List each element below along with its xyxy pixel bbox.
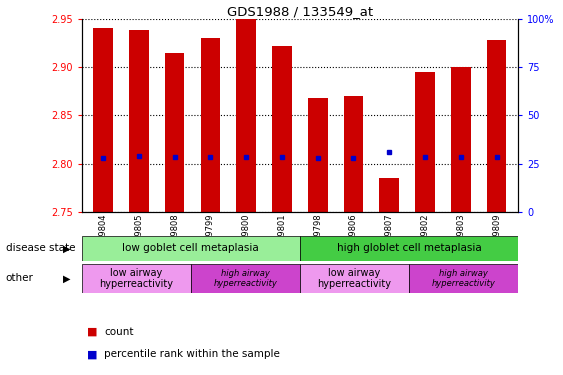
Bar xyxy=(82,264,191,292)
Bar xyxy=(200,38,220,212)
Text: low airway
hyperreactivity: low airway hyperreactivity xyxy=(318,268,391,289)
Text: ■: ■ xyxy=(87,327,98,337)
Bar xyxy=(165,53,185,212)
Bar xyxy=(451,67,471,212)
Bar xyxy=(129,30,149,212)
Text: ▶: ▶ xyxy=(62,243,70,254)
Text: high airway
hyperreactivity: high airway hyperreactivity xyxy=(213,269,277,288)
Text: high globlet cell metaplasia: high globlet cell metaplasia xyxy=(337,243,481,254)
Bar xyxy=(409,264,518,292)
Text: count: count xyxy=(104,327,133,337)
Bar xyxy=(300,264,409,292)
Text: low goblet cell metaplasia: low goblet cell metaplasia xyxy=(122,243,259,254)
Bar xyxy=(82,236,300,261)
Bar xyxy=(415,72,435,212)
Text: ■: ■ xyxy=(87,350,98,359)
Bar xyxy=(272,46,292,212)
Text: disease state: disease state xyxy=(6,243,75,254)
Bar xyxy=(300,236,518,261)
Text: percentile rank within the sample: percentile rank within the sample xyxy=(104,350,280,359)
Title: GDS1988 / 133549_at: GDS1988 / 133549_at xyxy=(227,4,373,18)
Text: ▶: ▶ xyxy=(62,273,70,284)
Bar xyxy=(379,178,399,212)
Bar xyxy=(236,19,256,212)
Bar xyxy=(486,40,506,212)
Bar xyxy=(191,264,300,292)
Text: high airway
hyperreactivity: high airway hyperreactivity xyxy=(431,269,495,288)
Bar xyxy=(93,28,113,212)
Text: low airway
hyperreactivity: low airway hyperreactivity xyxy=(99,268,173,289)
Bar xyxy=(308,98,328,212)
Bar xyxy=(343,96,363,212)
Text: other: other xyxy=(6,273,34,284)
